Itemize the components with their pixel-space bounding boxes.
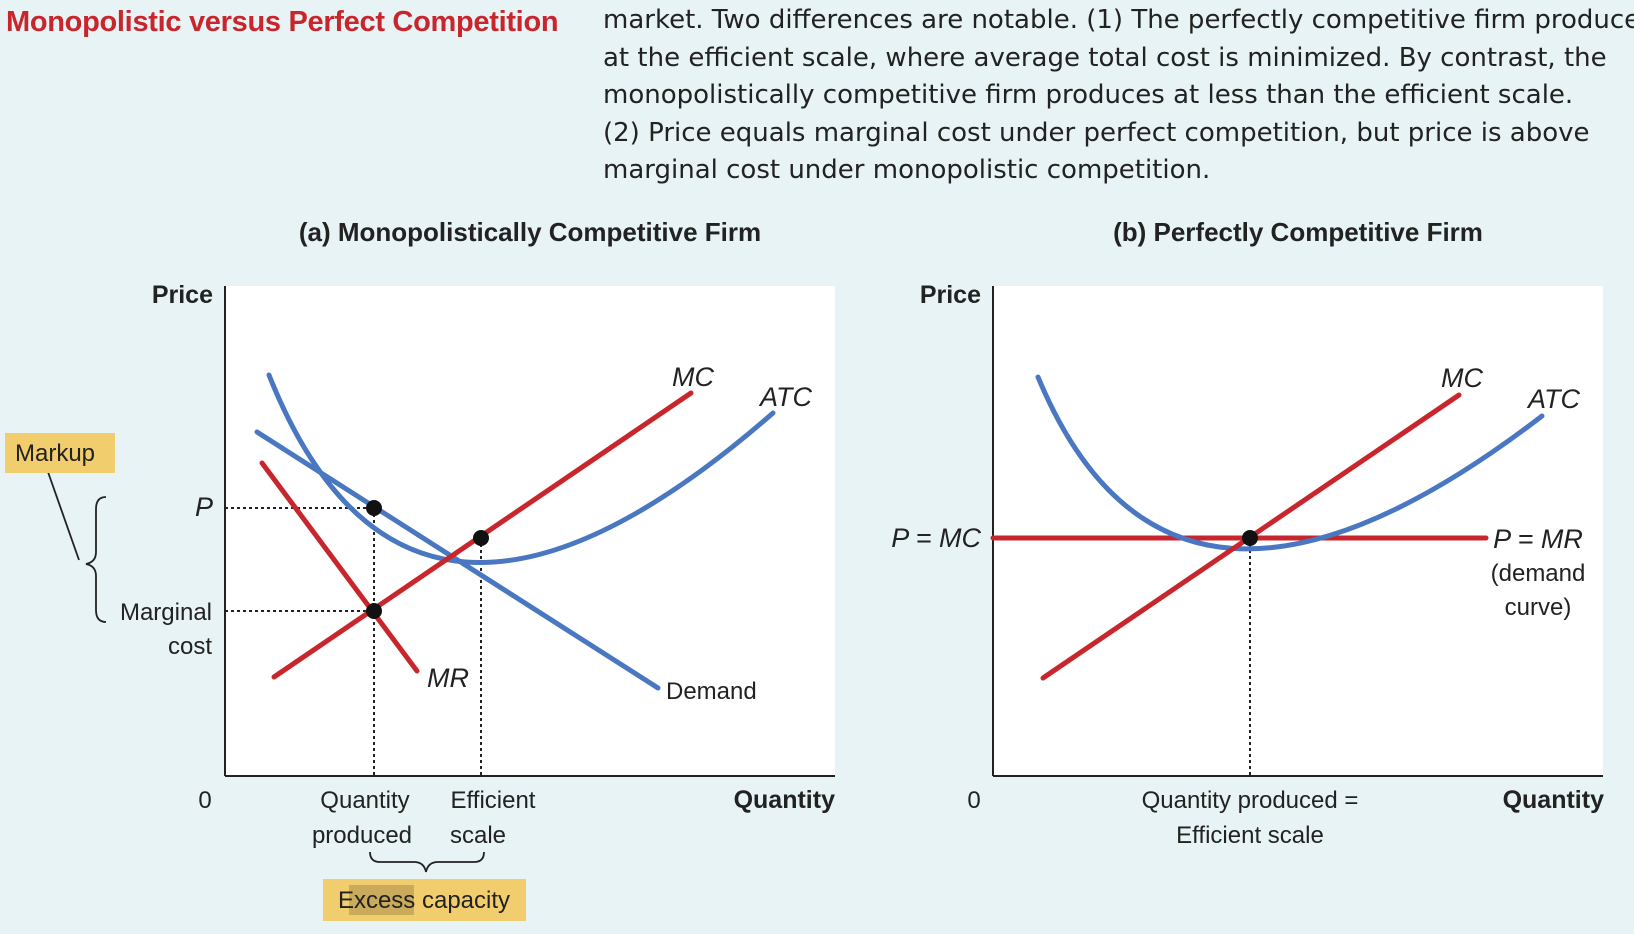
panel-b: (b) Perfectly Competitive Firm Price Qua…: [891, 217, 1604, 849]
panel-b-origin: 0: [967, 787, 980, 814]
atc-minimum-point: [473, 530, 489, 546]
panel-a: (a) Monopolistically Competitive Firm Pr…: [5, 217, 835, 921]
panel-b-plot-area: [993, 286, 1603, 776]
panel-a-title: (a) Monopolistically Competitive Firm: [299, 217, 761, 247]
caption-line: marginal cost under monopolistic competi…: [603, 155, 1211, 185]
p-equals-mr-label: P = MR: [1493, 524, 1583, 554]
demand-curve: [254, 429, 661, 691]
marginal-cost-label-line1: Marginal: [120, 599, 212, 626]
quantity-produced-label-line1: Quantity: [320, 787, 409, 814]
panel-b-equilibrium-point: [1242, 530, 1258, 546]
mc-label: MC: [672, 362, 714, 392]
caption-line: (2) Price equals marginal cost under per…: [603, 117, 1590, 148]
mr-curve: [259, 460, 420, 674]
panel-b-quantity-label-line1: Quantity produced =: [1142, 787, 1359, 814]
price-point: [366, 500, 382, 516]
excess-capacity-label: Excess capacity: [338, 887, 510, 914]
demand-label: Demand: [666, 678, 757, 705]
caption-line: at the efficient scale, where average to…: [603, 42, 1607, 73]
caption-line: monopolistically competitive firm produc…: [603, 80, 1574, 110]
caption-line: market. Two differences are notable. (1)…: [603, 5, 1634, 35]
marginal-cost-label-line2: cost: [168, 633, 212, 660]
markup-box: [5, 433, 115, 473]
panel-a-plot-area: [225, 286, 835, 776]
demand-curve-label-line1: (demand: [1491, 560, 1586, 587]
excess-highlight: [349, 885, 414, 915]
excess-capacity-brace: [369, 851, 485, 873]
panel-b-price-label: Price: [920, 281, 981, 309]
panel-a-quantity-label: Quantity: [734, 786, 835, 814]
quantity-produced-label-line2: produced: [312, 822, 412, 849]
markup-label: Markup: [15, 440, 95, 467]
atc-label: ATC: [758, 382, 812, 412]
mr-label: MR: [427, 663, 469, 693]
figure-caption: market. Two differences are notable. (1)…: [603, 2, 1634, 190]
panel-b-title: (b) Perfectly Competitive Firm: [1113, 217, 1483, 247]
panel-a-price-label: Price: [152, 281, 213, 309]
mr-mc-intersection-point: [366, 603, 382, 619]
efficient-scale-label-line2: scale: [450, 822, 506, 849]
panel-a-origin: 0: [198, 787, 211, 814]
p-label: P: [195, 492, 213, 522]
panel-b-atc-label: ATC: [1526, 384, 1580, 414]
p-equals-mc-label: P = MC: [891, 523, 981, 553]
atc-curve: [266, 372, 776, 565]
panel-b-quantity-label: Quantity: [1503, 786, 1604, 814]
demand-curve-label-line2: curve): [1505, 594, 1572, 621]
panel-b-mc-label: MC: [1441, 363, 1483, 393]
markup-pointer-line: [47, 471, 80, 561]
markup-brace: [85, 496, 107, 623]
efficient-scale-label-line1: Efficient: [451, 787, 536, 814]
panel-b-quantity-label-line2: Efficient scale: [1176, 822, 1324, 849]
figure-title: Monopolistic versus Perfect Competition: [6, 6, 559, 38]
